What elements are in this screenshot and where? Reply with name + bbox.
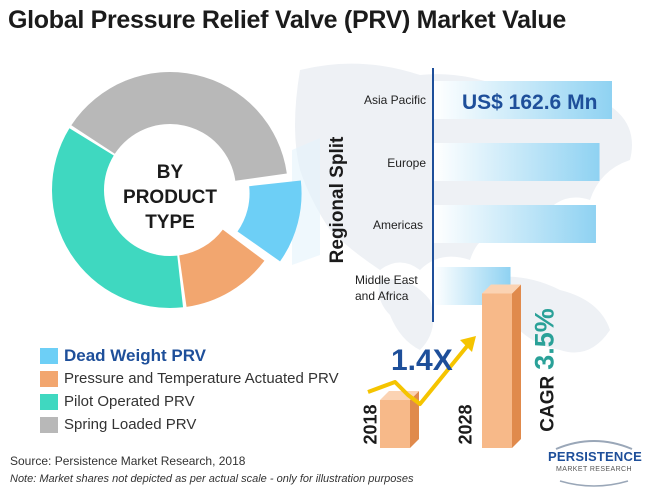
persistence-logo: PERSISTENCE MARKET RESEARCH: [548, 437, 642, 489]
legend-item-pressure-temperature: Pressure and Temperature Actuated PRV: [40, 367, 370, 390]
cagr-word: CAGR: [537, 375, 559, 432]
donut-slice-0: [237, 180, 302, 262]
product-type-legend: Dead Weight PRV Pressure and Temperature…: [40, 344, 370, 436]
logo-sub-text: MARKET RESEARCH: [556, 466, 632, 473]
region-label-asia-pacific: Asia Pacific: [363, 93, 426, 107]
year-label-2018: 2018: [360, 404, 381, 445]
legend-item-spring-loaded: Spring Loaded PRV: [40, 413, 370, 436]
asia-pacific-value-label: US$ 162.6 Mn: [462, 91, 598, 114]
legend-label: Pressure and Temperature Actuated PRV: [64, 370, 339, 387]
legend-swatch: [40, 393, 58, 410]
growth-bar-side-1: [512, 284, 521, 448]
legend-item-dead-weight: Dead Weight PRV: [40, 344, 370, 367]
legend-label: Spring Loaded PRV: [64, 416, 197, 433]
legend-swatch: [40, 416, 58, 433]
growth-arrow-head-icon: [460, 336, 476, 352]
logo-main-text: PERSISTENCE: [548, 449, 642, 464]
donut-center-line: TYPE: [145, 212, 195, 233]
donut-center-label: BY PRODUCT TYPE: [108, 160, 232, 235]
legend-item-pilot-operated: Pilot Operated PRV: [40, 390, 370, 413]
growth-bar-front-1: [482, 293, 512, 448]
page-title: Global Pressure Relief Valve (PRV) Marke…: [8, 6, 566, 34]
cagr-value: 3.5%: [529, 308, 560, 370]
year-label-2028: 2028: [455, 404, 476, 445]
donut-slice-2: [52, 128, 184, 308]
growth-arrow-line: [367, 343, 470, 406]
product-type-donut-chart: [52, 72, 320, 308]
growth-ratio-label: 1.4X: [391, 344, 453, 377]
legend-swatch: [40, 347, 58, 364]
legend-label: Dead Weight PRV: [64, 345, 207, 365]
region-label-americas: Americas: [372, 218, 423, 232]
legend-label: Pilot Operated PRV: [64, 393, 195, 410]
cagr-label: CAGR 3.5%: [530, 308, 561, 432]
source-text: Source: Persistence Market Research, 201…: [10, 454, 246, 468]
logo-swoosh-icon: [555, 440, 633, 487]
donut-center-line: PRODUCT: [123, 187, 217, 208]
note-text: Note: Market shares not depicted as per …: [10, 473, 414, 485]
connector-wedge: [292, 138, 320, 265]
donut-slice-3: [71, 72, 287, 181]
donut-slice-1: [179, 229, 265, 307]
region-label-europe: Europe: [387, 156, 426, 170]
growth-bar-front-0: [380, 400, 410, 448]
legend-swatch: [40, 370, 58, 387]
donut-center-line: BY: [156, 162, 184, 183]
growth-bar-top-1: [482, 284, 521, 294]
growth-bar-side-0: [410, 391, 419, 448]
region-label-middle-east-africa: Middle East and Africa: [355, 273, 418, 303]
